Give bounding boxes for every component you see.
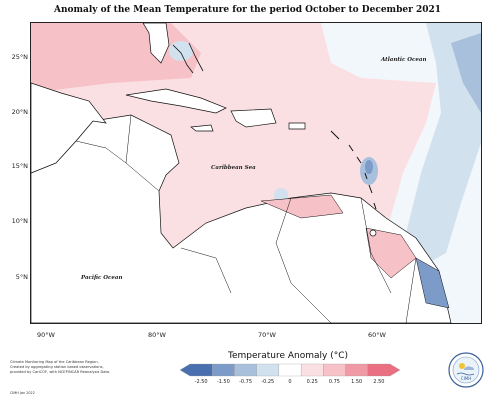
legend-swatch	[256, 363, 280, 377]
lon-label-90w: 90°W	[37, 331, 55, 339]
legend-tick-label: -0.75	[239, 379, 253, 385]
hispaniola-island	[230, 108, 277, 128]
copyright-text: CIMH Jan 2022	[10, 391, 35, 395]
lon-label-80w: 80°W	[148, 331, 166, 339]
cool-core-lesser-antilles	[365, 160, 373, 174]
credits-line: Climate Monitoring Map of the Caribbean …	[10, 360, 99, 364]
lat-label-15n: 15°N	[11, 162, 28, 170]
map-title: Anomaly of the Mean Temperature for the …	[53, 5, 442, 15]
lat-label-10n: 10°N	[11, 217, 28, 225]
lat-label-5n: 5°N	[15, 273, 28, 281]
legend-tick-label: 2.50	[373, 379, 385, 385]
lon-label-70w: 70°W	[258, 331, 276, 339]
cool-anomaly-suriname	[415, 257, 450, 309]
jamaica-island	[190, 124, 214, 132]
caribbean-sea-label: Caribbean Sea	[211, 165, 256, 171]
legend-tick-label: 1.50	[351, 379, 363, 385]
lon-label-60w: 60°W	[368, 331, 386, 339]
legend-swatch	[367, 363, 400, 377]
credits-line: Created by aggregating station based obs…	[10, 364, 104, 369]
legend-tick-label: -2.50	[194, 379, 208, 385]
lat-label-25n: 25°N	[11, 53, 28, 61]
cool-spot-bahamas	[169, 41, 193, 61]
anomaly-map: Atlantic Ocean Caribbean Sea Pacific Oce…	[31, 23, 481, 323]
cool-spot-curacao	[274, 188, 288, 202]
mexico-landmass	[31, 82, 107, 174]
trinidad-island	[369, 229, 377, 237]
pacific-ocean-label: Pacific Ocean	[80, 275, 122, 281]
legend-swatch	[323, 363, 346, 377]
credits-block: Climate Monitoring Map of the Caribbean …	[10, 360, 145, 374]
mainland-landmass	[31, 114, 452, 323]
map-panel[interactable]: Atlantic Ocean Caribbean Sea Pacific Oce…	[30, 22, 482, 324]
legend-tick-label: -0.25	[261, 379, 275, 385]
legend-swatch	[300, 363, 324, 377]
legend-swatch	[180, 363, 213, 377]
logo-text: CIMH	[461, 376, 471, 381]
legend-swatch	[278, 363, 302, 377]
legend-tick-label: 0.25	[306, 379, 318, 385]
legend-tick-label: 0.75	[328, 379, 340, 385]
sun-icon	[459, 363, 465, 369]
cool-anomaly-field	[406, 23, 481, 273]
cloud-icon	[464, 366, 474, 370]
florida-landmass	[142, 23, 170, 64]
credits-line: provided by CariCOF, with NCEP/NCAR Rean…	[10, 369, 111, 374]
bahamas-islands	[172, 42, 204, 74]
legend-swatch	[212, 363, 235, 377]
legend-tick-label: -1.50	[216, 379, 230, 385]
atlantic-ocean-label: Atlantic Ocean	[380, 57, 426, 63]
legend-color-bar	[180, 363, 400, 377]
wave-icon	[456, 372, 475, 376]
cool-anomaly-core-atlantic	[451, 33, 481, 113]
legend-title: Temperature Anomaly (°C)	[227, 351, 348, 361]
lesser-antilles-islands	[330, 130, 377, 210]
legend-swatch	[234, 363, 257, 377]
lat-label-20n: 20°N	[11, 108, 28, 116]
puerto-rico-island	[288, 122, 306, 130]
cuba-island	[125, 88, 227, 114]
country-borders	[75, 114, 417, 323]
legend-tick-label: 0	[288, 379, 292, 385]
cimh-logo: CIMH	[448, 352, 484, 388]
warm-anomaly-venezuela	[260, 194, 344, 219]
warm-anomaly-guyana	[365, 227, 417, 279]
legend-swatch	[345, 363, 368, 377]
legend-tick-labels: -2.50 -1.50 -0.75 -0.25 0 0.25 0.75 1.50 2.50	[180, 379, 400, 387]
